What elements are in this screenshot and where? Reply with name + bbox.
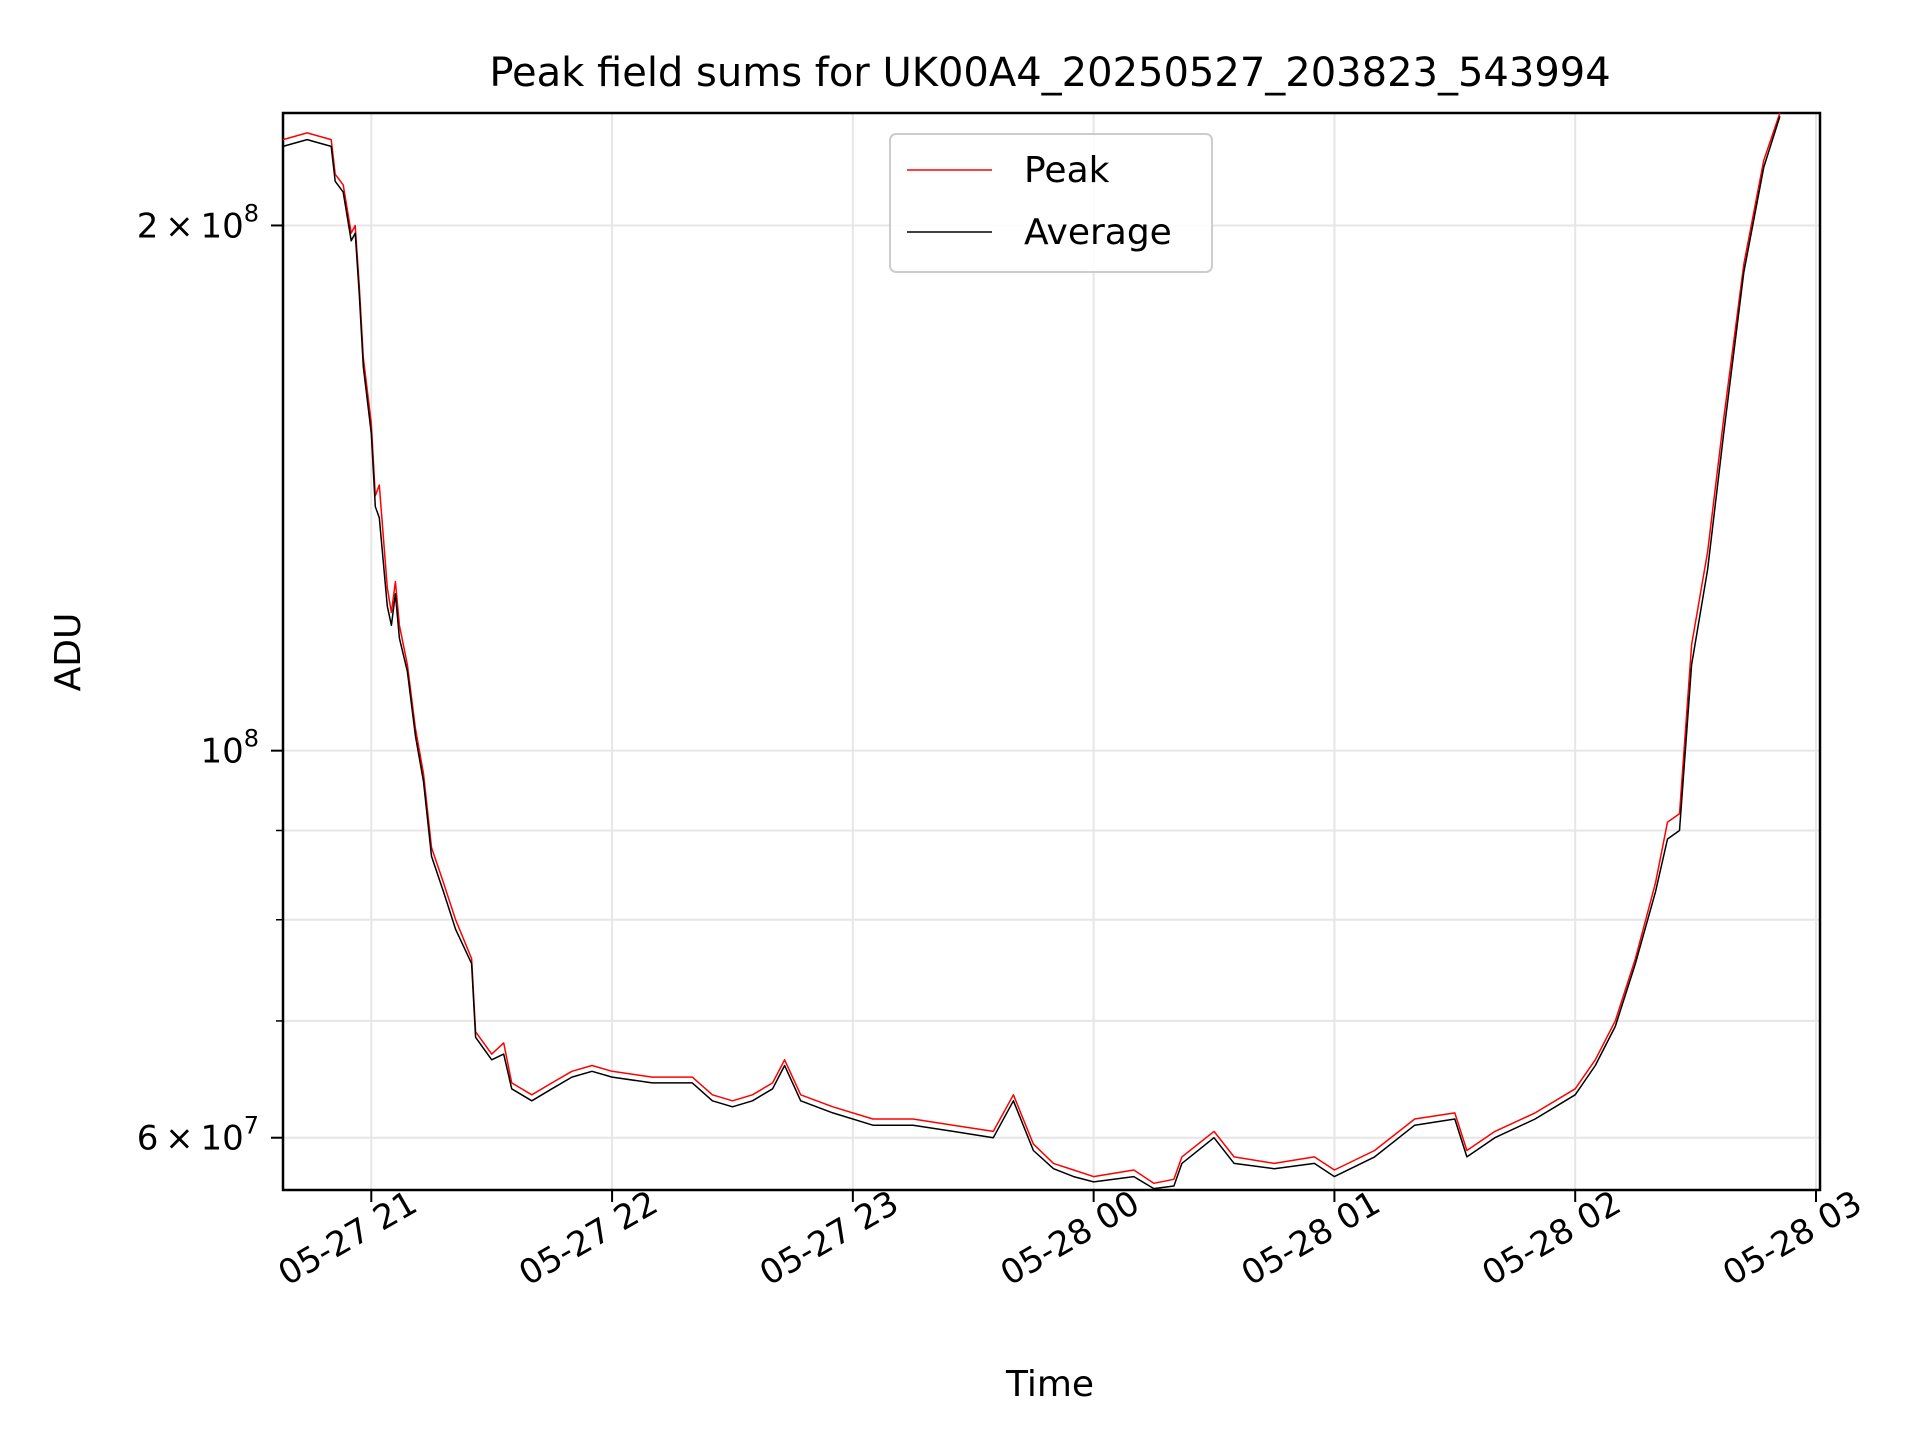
legend-label-peak: Peak: [1024, 150, 1110, 191]
plot-frame: [281, 111, 1822, 1192]
y-tick-label: 108: [200, 725, 259, 772]
legend: Peak Average: [889, 133, 1213, 273]
series-line-average: [282, 116, 1781, 1190]
legend-box: [889, 133, 1213, 273]
chart-title: Peak field sums for UK00A4_20250527_2038…: [489, 50, 1610, 96]
legend-label-average: Average: [1024, 212, 1172, 253]
y-tick-label: 2 × 108: [137, 199, 259, 246]
series-layer: [282, 112, 1781, 1190]
series-line-peak: [282, 112, 1781, 1185]
y-axis-label: ADU: [48, 613, 89, 692]
y-tick-label: 6 × 107: [137, 1112, 259, 1159]
x-axis-label: Time: [1005, 1364, 1094, 1405]
